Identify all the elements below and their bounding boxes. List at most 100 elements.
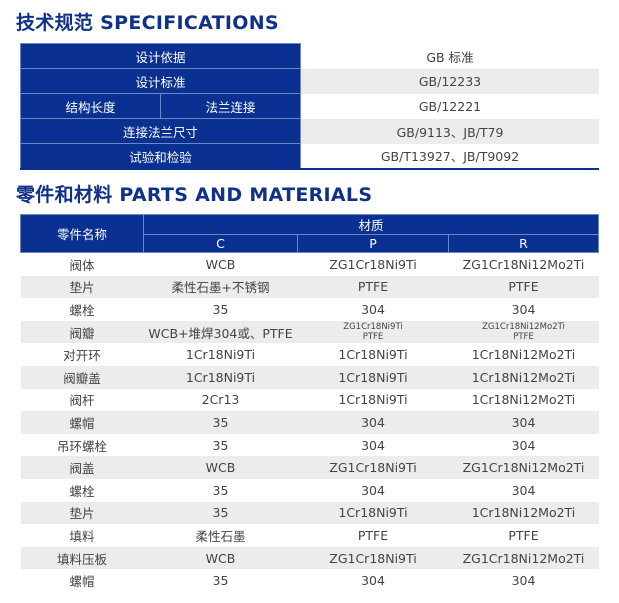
material-line: ZG1Cr18Ni12Mo2Ti [482,322,565,333]
spec-row: 连接法兰尺寸 GB/9113、JB/T79 [19,118,599,144]
material-c: 35 [212,482,229,498]
parts-row: 阀体 WCB ZG1Cr18Ni9Ti ZG1Cr18Ni12Mo2Ti [21,253,599,276]
material-c: 35 [212,505,229,521]
parts-row: 螺帽 35 304 304 [21,569,599,592]
material-r: 304 [511,301,536,317]
header-r: R [448,234,599,253]
part-name: 螺栓 [69,302,95,318]
material-p: ZG1Cr18Ni9Ti [329,256,417,272]
spec-title: 技术规范 SPECIFICATIONS [16,12,279,34]
part-name: 阀体 [69,257,95,273]
material-p: PTFE [357,279,389,295]
part-name: 填料压板 [56,551,107,567]
material-line: ZG1Cr18Ni9Ti [343,322,403,333]
material-r: ZG1Cr18Ni12Mo2Ti [462,256,585,272]
spec-row: 结构长度 法兰连接 GB/12221 [20,93,600,119]
material-r: 304 [511,573,536,589]
material-p: 1Cr18Ni9Ti [338,505,408,521]
spec-value: GB 标准 [426,49,474,65]
spec-value: GB/9113、JB/T79 [300,118,599,144]
material-line: PTFE [513,332,534,343]
material-p: ZG1Cr18Ni9Ti [329,460,417,476]
material-r: PTFE [508,527,539,543]
spec-value: GB/T13927、JB/T9092 [380,149,520,165]
parts-row: 垫片 柔性石墨+不锈钢 PTFE PTFE [20,275,599,299]
parts-row: 阀杆 2Cr13 1Cr18Ni9Ti 1Cr18Ni12Mo2Ti [21,389,599,412]
part-name: 对开环 [63,348,101,364]
material-r: 1Cr18Ni12Mo2Ti [471,369,576,385]
material-c: 35 [212,301,229,317]
material-p: 304 [361,414,385,430]
material-r: 304 [511,437,536,453]
spec-row: 试验和检验 GB/T13927、JB/T9092 [19,143,600,170]
material-r: 1Cr18Ni12Mo2Ti [471,392,576,408]
part-name: 螺帽 [69,574,95,590]
material-r: 1Cr18Ni12Mo2Ti [471,505,576,521]
material-line: PTFE [362,332,384,343]
material-p: 1Cr18Ni9Ti [338,369,408,385]
spec-label: 设计标准 [19,68,302,94]
material-p: 304 [361,301,385,317]
spec-value: GB/12233 [300,68,599,94]
material-r: 1Cr18Ni12Mo2Ti [471,347,576,363]
parts-row: 垫片 35 1Cr18Ni9Ti 1Cr18Ni12Mo2Ti [20,501,599,525]
material-p: PTFE [357,527,389,543]
spec-row: 设计依据 GB 标准 [19,43,600,69]
parts-row: 对开环 1Cr18Ni9Ti 1Cr18Ni9Ti 1Cr18Ni12Mo2Ti [21,343,599,366]
material-p: 304 [361,437,385,453]
spec-label: 设计依据 [19,43,302,69]
part-name: 垫片 [69,280,95,296]
spec-label: 法兰连接 [159,93,302,119]
header-part-name: 零件名称 [20,214,144,253]
material-c: WCB [205,460,236,476]
part-name: 吊环螺栓 [56,438,107,454]
parts-row: 螺帽 35 304 304 [20,411,599,434]
parts-row: 阀盖 WCB ZG1Cr18Ni9Ti ZG1Cr18Ni12Mo2Ti [20,456,599,479]
material-p: ZG1Cr18Ni9Ti PTFE [298,321,449,344]
header-p: P [297,234,449,253]
material-c: 35 [212,437,229,453]
part-name: 垫片 [69,506,95,522]
parts-row: 填料压板 WCB ZG1Cr18Ni9Ti ZG1Cr18Ni12Mo2Ti [20,546,599,570]
parts-row: 吊环螺栓 35 304 304 [21,434,599,457]
parts-row: 螺栓 35 304 304 [21,298,599,321]
material-c: 1Cr18Ni9Ti [185,369,256,385]
parts-row: 填料 柔性石墨 PTFE PTFE [21,524,599,547]
material-r: ZG1Cr18Ni12Mo2Ti [462,460,585,476]
header-c: C [143,234,298,253]
material-r: 304 [511,414,536,430]
material-c: 1Cr18Ni9Ti [185,347,256,363]
part-name: 阀瓣盖 [63,370,101,386]
material-p: 1Cr18Ni9Ti [338,392,408,408]
spec-table: 设计依据 GB 标准 设计标准 GB/12233 结构长度 法兰连接 GB/12221 … [19,43,600,170]
spec-value: GB/12221 [418,98,482,114]
spec-label: 连接法兰尺寸 [19,118,302,144]
material-c: WCB+堆焊304或、PTFE [148,325,293,341]
parts-row: 阀瓣盖 1Cr18Ni9Ti 1Cr18Ni9Ti 1Cr18Ni12Mo2Ti [20,365,599,389]
part-name: 螺栓 [69,483,95,499]
header-material: 材质 [143,214,599,235]
spec-row: 设计标准 GB/12233 [19,68,599,94]
material-p: 1Cr18Ni9Ti [338,347,408,363]
part-name: 填料 [69,528,95,544]
material-c: 柔性石墨+不锈钢 [171,280,270,296]
part-name: 阀盖 [69,461,95,477]
spec-label: 结构长度 [20,93,161,119]
material-c: 2Cr13 [201,392,240,408]
material-r: ZG1Cr18Ni12Mo2Ti [462,550,585,566]
parts-row: 阀瓣 WCB+堆焊304或、PTFE ZG1Cr18Ni9Ti PTFE ZG1Cr18… [20,320,599,344]
material-p: 304 [361,482,385,498]
material-c: 35 [212,414,229,430]
part-name: 螺帽 [69,415,95,431]
parts-title: 零件和材料 PARTS AND MATERIALS [16,184,373,206]
material-p: 304 [361,573,385,589]
material-c: 35 [212,573,229,589]
material-r: 304 [511,482,536,498]
material-p: ZG1Cr18Ni9Ti [329,550,417,566]
material-c: WCB [205,550,236,566]
material-c: WCB [205,256,236,272]
spec-label: 试验和检验 [19,143,302,170]
material-r: ZG1Cr18Ni12Mo2Ti PTFE [449,321,599,344]
material-r: PTFE [508,279,539,295]
